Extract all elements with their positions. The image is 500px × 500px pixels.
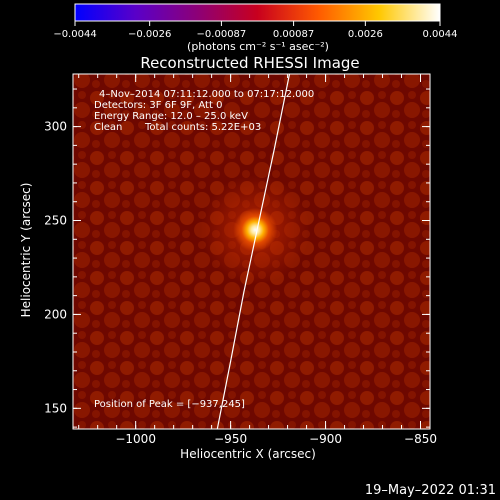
y-tick-label: 200 <box>44 307 67 321</box>
y-tick-label: 150 <box>44 401 67 415</box>
colorbar <box>74 3 441 22</box>
plot-frame <box>72 73 431 430</box>
y-axis-label: Heliocentric Y (arcsec) <box>19 183 33 318</box>
x-tick-label: −900 <box>309 432 342 446</box>
colorbar-tick-label: 0.0044 <box>423 29 458 40</box>
annotation-energy-range: Energy Range: 12.0 – 25.0 keV <box>94 111 248 122</box>
colorbar-tick-label: −0.0026 <box>128 29 171 40</box>
x-axis-label: Heliocentric X (arcsec) <box>180 447 316 461</box>
annotation-total-counts: Total counts: 5.22E+03 <box>144 122 261 133</box>
colorbar-tick-label: 0.00087 <box>273 29 314 40</box>
annotation-time-range: 4–Nov–2014 07:11:12.000 to 07:17:12.000 <box>99 89 314 100</box>
chart-title: Reconstructed RHESSI Image <box>140 54 359 72</box>
footer-timestamp: 19–May–2022 01:31 <box>365 483 496 498</box>
peak-source <box>233 207 278 252</box>
image-area <box>73 74 430 429</box>
colorbar-unit-label: (photons cm⁻² s⁻¹ asec⁻²) <box>187 40 329 53</box>
solar-limb-line <box>216 74 291 429</box>
colorbar-tick-label: −0.00087 <box>197 29 247 40</box>
y-axis-ticks: 150 200 250 300 <box>44 88 430 428</box>
y-tick-label: 300 <box>44 120 67 134</box>
annotation-clean: Clean <box>94 122 122 133</box>
x-tick-label: −850 <box>404 432 437 446</box>
colorbar-tick-label: −0.0044 <box>53 29 96 40</box>
x-tick-label: −1000 <box>115 432 156 446</box>
colorbar-ticks: −0.0044 −0.0026 −0.00087 0.00087 0.0026 0.004… <box>53 21 458 40</box>
x-tick-label: −950 <box>214 432 247 446</box>
peak-position-label: Position of Peak = [−937,245] <box>94 399 245 410</box>
x-axis-ticks: −1000 −950 −900 −850 <box>78 74 437 446</box>
colorbar-tick-label: 0.0026 <box>348 29 383 40</box>
annotation-detectors: Detectors: 3F 6F 9F, Att 0 <box>94 100 222 111</box>
y-tick-label: 250 <box>44 214 67 228</box>
